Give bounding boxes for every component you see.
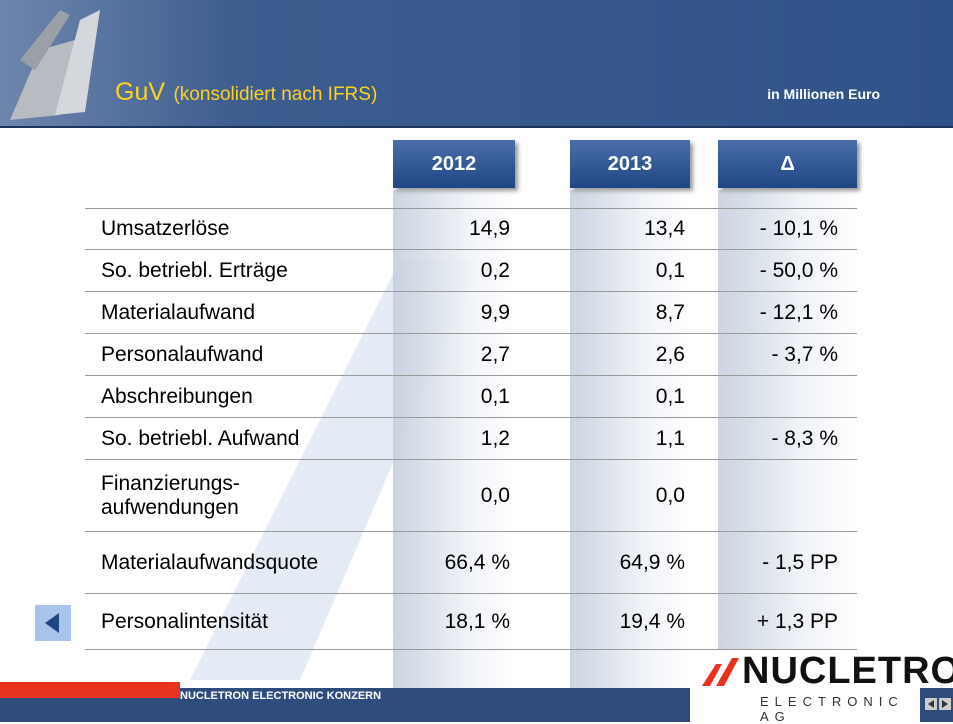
row-value: 13,4 bbox=[644, 217, 685, 240]
row-value: 0,1 bbox=[655, 258, 685, 282]
row-value: 2,6 bbox=[655, 342, 685, 366]
column-header: Δ bbox=[718, 140, 857, 188]
unit: in Millionen Euro bbox=[767, 86, 880, 102]
logo-icon bbox=[702, 658, 739, 686]
row-label: Finanzierungs- aufwendungen bbox=[101, 471, 240, 519]
row-value: 0,1 bbox=[655, 384, 685, 408]
table-row: Finanzierungs- aufwendungen 0,0 0,0 bbox=[85, 460, 857, 532]
table-row: Abschreibungen 0,1 0,1 bbox=[85, 376, 857, 418]
prev-button[interactable] bbox=[35, 605, 71, 641]
row-value: 2,7 bbox=[480, 342, 510, 366]
row-value: 0,1 bbox=[480, 384, 510, 408]
table-row: So. betriebl. Aufwand 1,2 1,1 - 8,3 % bbox=[85, 418, 857, 460]
row-label: Abschreibungen bbox=[101, 384, 253, 408]
row-value: - 12,1 % bbox=[759, 300, 838, 324]
nav-buttons[interactable] bbox=[925, 698, 951, 712]
footer-accent bbox=[0, 682, 180, 698]
column-shade bbox=[393, 190, 515, 690]
title-row: GuV (konsolidiert nach IFRS) bbox=[115, 78, 377, 107]
row-value: - 1,5 PP bbox=[762, 550, 838, 574]
row-label: Materialaufwand bbox=[101, 300, 256, 324]
row-label: Personalintensität bbox=[101, 609, 268, 633]
subtitle: (konsolidiert nach IFRS) bbox=[173, 84, 378, 105]
row-value: 0,0 bbox=[655, 483, 685, 507]
row-value: 0,0 bbox=[480, 483, 510, 507]
row-label: So. betriebl. Erträge bbox=[101, 258, 288, 282]
logo-subtext: ELECTRONIC AG bbox=[760, 694, 904, 724]
row-label: So. betriebl. Aufwand bbox=[101, 426, 300, 450]
row-value: - 3,7 % bbox=[771, 342, 838, 366]
rule bbox=[85, 208, 857, 209]
column-shade bbox=[570, 190, 690, 690]
row-value: 9,9 bbox=[480, 300, 510, 324]
row-label: Personalaufwand bbox=[101, 342, 264, 366]
row-label: Materialaufwandsquote bbox=[101, 550, 319, 574]
row-value: - 50,0 % bbox=[759, 258, 838, 282]
header-band bbox=[0, 0, 953, 128]
header-logo bbox=[10, 10, 100, 120]
row-value: - 8,3 % bbox=[771, 426, 838, 450]
row-value: 18,1 % bbox=[444, 609, 510, 633]
row-value: 1,1 bbox=[655, 426, 685, 450]
row-value: 14,9 bbox=[469, 217, 510, 240]
footer-company: NUCLETRON ELECTRONIC KONZERN bbox=[180, 690, 382, 702]
row-value: 8,7 bbox=[655, 300, 685, 324]
row-value: 19,4 % bbox=[619, 609, 685, 633]
logo-text: NUCLETRON bbox=[742, 650, 953, 692]
table-row: Umsatzerlöse 14,9 13,4 - 10,1 % bbox=[85, 209, 857, 250]
row-value: + 1,3 PP bbox=[756, 609, 838, 633]
table-row: Personalintensität 18,1 % 19,4 % + 1,3 PP bbox=[85, 594, 857, 650]
row-value: 0,2 bbox=[480, 258, 510, 282]
table-row: Materialaufwand 9,9 8,7 - 12,1 % bbox=[85, 292, 857, 334]
table-row: Personalaufwand 2,7 2,6 - 3,7 % bbox=[85, 334, 857, 376]
table-row: Materialaufwandsquote 66,4 % 64,9 % - 1,5 P… bbox=[85, 532, 857, 594]
row-value: 66,4 % bbox=[444, 550, 510, 574]
column-shade bbox=[718, 190, 857, 690]
row-label: Umsatzerlöse bbox=[101, 217, 230, 240]
table-row: So. betriebl. Erträge 0,2 0,1 - 50,0 % bbox=[85, 250, 857, 292]
row-value: 64,9 % bbox=[619, 550, 685, 574]
column-header: 2013 bbox=[570, 140, 690, 188]
row-value: - 10,1 % bbox=[759, 217, 838, 240]
column-header: 2012 bbox=[393, 140, 515, 188]
title: GuV bbox=[115, 78, 166, 106]
logo-area: NUCLETRON ELECTRONIC AG bbox=[690, 650, 953, 724]
row-value: 1,2 bbox=[480, 426, 510, 450]
